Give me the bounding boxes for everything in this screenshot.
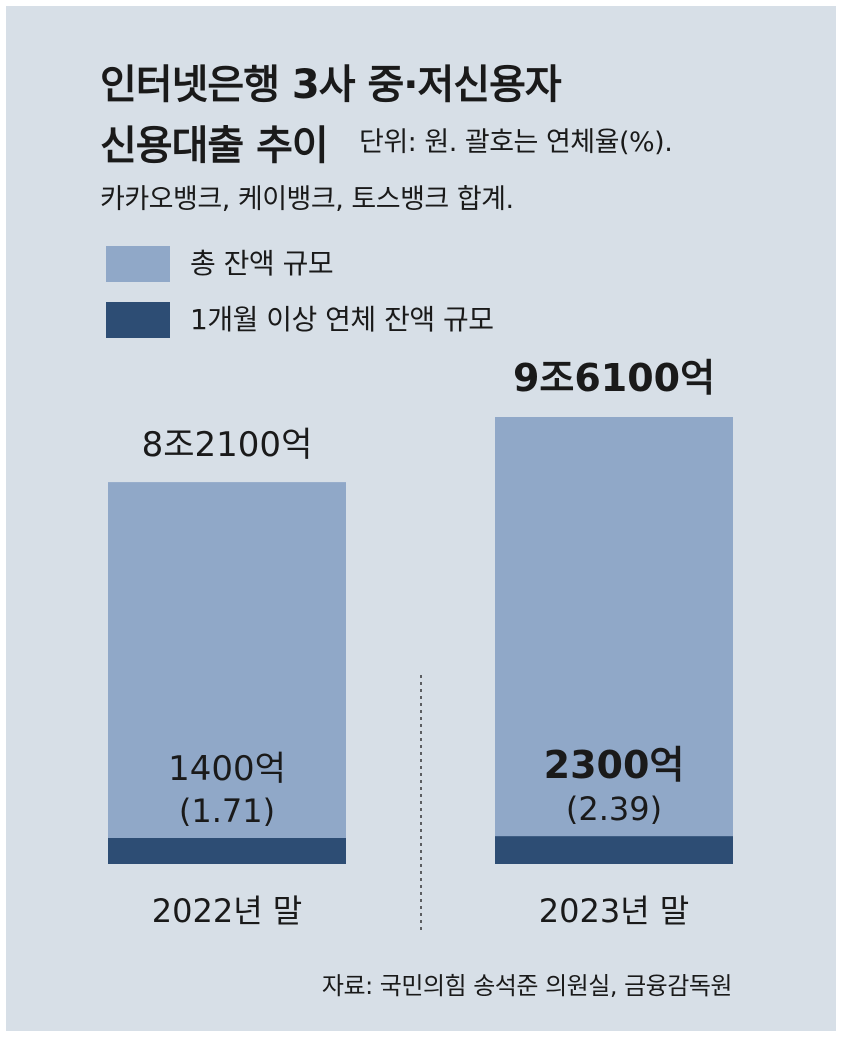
data-label-overdue-1: 1400억 — [168, 749, 286, 789]
chart-subtitle: 카카오뱅크, 케이뱅크, 토스뱅크 합계. — [100, 184, 514, 215]
data-label-total-2: 9조6100억 — [513, 356, 715, 400]
data-label-rate-1: (1.71) — [179, 792, 275, 830]
legend-label-total: 총 잔액 규모 — [190, 247, 334, 280]
legend-swatch-overdue — [106, 302, 170, 338]
x-tick-label-2: 2023년 말 — [539, 892, 690, 930]
legend-label-overdue: 1개월 이상 연체 잔액 규모 — [190, 303, 494, 336]
chart-title-line2: 신용대출 추이 — [100, 123, 329, 169]
unit-note: 단위: 원. 괄호는 연체율(%). — [359, 127, 673, 158]
legend-swatch-total — [106, 246, 170, 282]
bar-overdue-2 — [495, 836, 733, 864]
data-label-overdue-2: 2300억 — [544, 743, 685, 787]
bar-total-1 — [108, 482, 346, 864]
bar-overdue-1 — [108, 838, 346, 864]
data-label-total-1: 8조2100억 — [142, 425, 313, 465]
data-label-rate-2: (2.39) — [566, 790, 662, 828]
chart-title-line1: 인터넷은행 3사 중·저신용자 — [100, 62, 562, 108]
bar-total-2 — [495, 417, 733, 864]
x-tick-label-1: 2022년 말 — [152, 892, 303, 930]
source-note: 자료: 국민의힘 송석준 의원실, 금융감독원 — [321, 972, 733, 1000]
